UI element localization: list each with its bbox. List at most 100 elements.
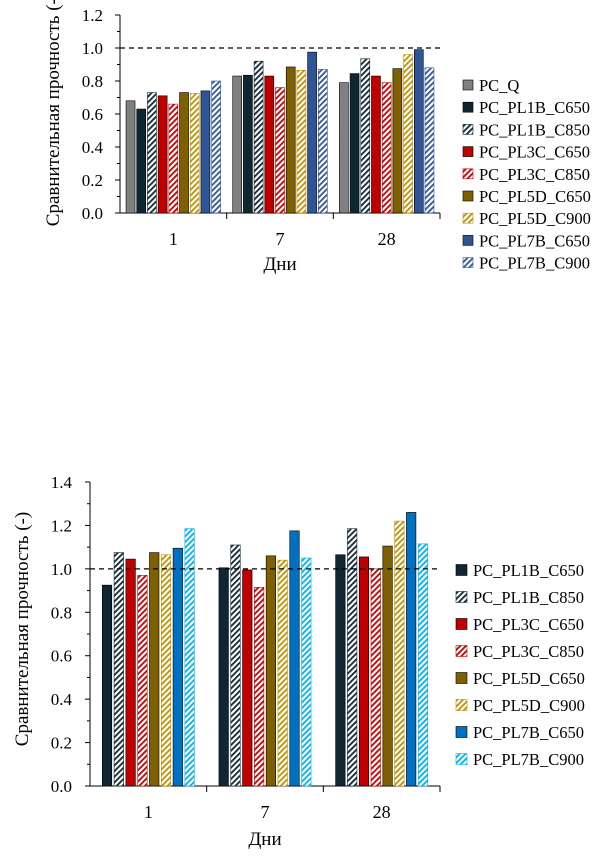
bar-pc-pl7b-c650-day-7 <box>289 530 300 787</box>
legend-label-pc-pl5d-c650: PC_PL5D_C650 <box>473 669 585 688</box>
bar-pc-pl1b-c850-day-7 <box>253 60 264 214</box>
bar-pc-pl1b-c850-day-28 <box>360 58 371 214</box>
bar-pc-pl3c-c850-day-7 <box>275 87 285 214</box>
y-tick-label: 0.2 <box>82 171 103 190</box>
bar-pc-pl3c-c650-day-28 <box>358 556 370 787</box>
bar-pc-pl3c-c650-day-1 <box>125 558 136 787</box>
bar-pc-pl1b-c650-day-1 <box>101 584 113 787</box>
legend-swatch-pc-pl7b-c650 <box>455 726 468 738</box>
bar-pc-pl7b-c900-day-1 <box>184 528 195 787</box>
y-tick-label: 1.2 <box>51 516 72 535</box>
bar-pc-pl7b-c900-day-7 <box>318 69 328 214</box>
y-tick-label: 0.8 <box>51 603 72 622</box>
bar-pc-pl3c-c650-day-28 <box>371 75 381 214</box>
bar-pc-pl3c-c650-day-7 <box>264 75 275 214</box>
bar-pc-pl3c-c850-day-28 <box>381 82 392 214</box>
legend-label-pc-pl7b-c650: PC_PL7B_C650 <box>479 231 590 250</box>
bar-pc-pl1b-c650-day-28 <box>335 554 346 787</box>
x-tick-label: 1 <box>144 802 153 822</box>
legend-swatch-pc-pl7b-c650 <box>462 235 474 246</box>
legend-label-pc-pl1b-c850: PC_PL1B_C850 <box>479 120 590 139</box>
bar-pc-pl7b-c900-day-28 <box>417 543 429 787</box>
y-tick-label: 1.2 <box>82 6 103 25</box>
chart-1: 0.0 0.2 0.4 0.6 0.8 1.0 1.2 1 7 28 Дни Сравнительна… <box>43 0 591 275</box>
bar-pc-pl3c-c850-day-1 <box>168 103 179 214</box>
legend-swatch-pc-pl1b-c650 <box>462 101 474 113</box>
legend-swatch-pc-pl3c-c850 <box>455 645 468 657</box>
legend-swatch-pc-pl5d-c650 <box>455 672 468 684</box>
x-tick-label: 28 <box>373 802 391 822</box>
x-axis-label: Дни <box>263 254 296 275</box>
bar-pc-pl3c-c650-day-7 <box>242 569 253 787</box>
bar-pc-q-day-28 <box>339 82 349 214</box>
legend-label-pc-pl5d-c900: PC_PL5D_C900 <box>479 209 591 228</box>
bar-pc-pl1b-c850-day-28 <box>347 528 358 787</box>
legend-swatch-pc-pl7b-c900 <box>455 753 468 765</box>
bar-pc-pl1b-c850-day-1 <box>113 552 124 787</box>
bar-pc-pl1b-c850-day-1 <box>147 92 157 214</box>
x-tick-label: 1 <box>169 229 178 249</box>
bar-pc-pl7b-c650-day-28 <box>406 512 417 787</box>
y-tick-label: 1.0 <box>82 39 103 58</box>
bar-pc-pl3c-c850-day-7 <box>254 587 265 787</box>
bar-pc-pl5d-c900-day-7 <box>296 69 307 214</box>
legend-label-pc-pl7b-c650: PC_PL7B_C650 <box>473 723 584 742</box>
bar-pc-pl5d-c650-day-28 <box>382 545 393 787</box>
legend-label-pc-pl3c-c650: PC_PL3C_C650 <box>479 143 590 162</box>
legend-swatch-pc-pl1b-c650 <box>455 564 468 576</box>
legend-swatch-pc-pl3c-c650 <box>462 146 474 157</box>
bar-pc-pl7b-c900-day-7 <box>301 557 312 787</box>
legend-label-pc-pl7b-c900: PC_PL7B_C900 <box>473 750 584 769</box>
bar-pc-pl5d-c900-day-28 <box>403 54 413 214</box>
bar-pc-pl5d-c650-day-1 <box>149 552 160 787</box>
bar-pc-pl5d-c650-day-7 <box>265 555 276 787</box>
bar-pc-pl3c-c850-day-28 <box>370 568 381 787</box>
legend-swatch-pc-pl3c-c650 <box>455 618 468 630</box>
legend-swatch-pc-pl5d-c650 <box>462 190 474 202</box>
bar-pc-pl7b-c900-day-1 <box>211 80 221 214</box>
legend-label-pc-pl1b-c650: PC_PL1B_C650 <box>473 561 584 580</box>
legend-label-pc-pl5d-c900: PC_PL5D_C900 <box>473 696 585 715</box>
legend-swatch-pc-pl5d-c900 <box>462 212 474 224</box>
bar-pc-q-day-7 <box>232 75 243 214</box>
y-axis-label: Сравнительная прочность (-) <box>12 512 33 746</box>
bar-pc-pl1b-c850-day-7 <box>230 544 241 787</box>
y-tick-label: 0.0 <box>51 777 72 796</box>
bar-pc-pl3c-c650-day-1 <box>157 95 168 214</box>
bar-pc-q-day-1 <box>125 100 136 214</box>
bar-pc-pl5d-c650-day-1 <box>179 92 189 214</box>
chart-2: 0.0 0.2 0.4 0.6 0.8 1.0 1.2 1.4 1 7 28 Дни Сравнител… <box>12 473 585 850</box>
y-tick-label: 0.4 <box>82 138 104 157</box>
y-tick-label: 0.8 <box>82 72 103 91</box>
x-tick-label: 7 <box>261 802 270 822</box>
y-tick-label: 0.6 <box>82 105 103 124</box>
legend-label-pc-q: PC_Q <box>479 76 519 95</box>
bar-pc-pl5d-c650-day-28 <box>392 68 403 214</box>
legend-label-pc-pl3c-c850: PC_PL3C_C850 <box>479 165 590 184</box>
bar-pc-pl7b-c650-day-1 <box>200 90 211 214</box>
y-tick-label: 1.4 <box>51 473 73 492</box>
y-tick-label: 1.0 <box>51 560 72 579</box>
legend-label-pc-pl7b-c900: PC_PL7B_C900 <box>479 254 590 273</box>
legend-label-pc-pl3c-c650: PC_PL3C_C650 <box>473 615 584 634</box>
bar-pc-pl5d-c900-day-1 <box>160 554 172 787</box>
x-axis-label: Дни <box>248 829 281 850</box>
legend-swatch-pc-pl5d-c900 <box>455 699 468 711</box>
y-tick-label: 0.2 <box>51 734 72 753</box>
bar-pc-pl7b-c900-day-28 <box>424 67 435 214</box>
legend-label-pc-pl1b-c650: PC_PL1B_C650 <box>479 98 590 117</box>
y-axis-label: Сравнительная прочность (-) <box>43 0 64 226</box>
bar-pc-pl7b-c650-day-28 <box>413 49 424 214</box>
x-tick-label: 28 <box>378 229 396 249</box>
bar-pc-pl7b-c650-day-1 <box>172 547 183 787</box>
bar-pc-pl5d-c900-day-1 <box>189 93 200 214</box>
bar-pc-pl1b-c650-day-28 <box>349 73 360 214</box>
bar-pc-pl1b-c650-day-7 <box>218 567 229 787</box>
x-tick-label: 7 <box>276 229 285 249</box>
bar-pc-pl5d-c900-day-7 <box>277 559 288 787</box>
legend-swatch-pc-pl7b-c900 <box>462 257 474 268</box>
bar-pc-pl1b-c650-day-7 <box>243 74 253 214</box>
bar-pc-pl1b-c650-day-1 <box>136 108 147 214</box>
legend-swatch-pc-pl1b-c850 <box>455 591 468 603</box>
y-tick-label: 0.0 <box>82 204 103 223</box>
